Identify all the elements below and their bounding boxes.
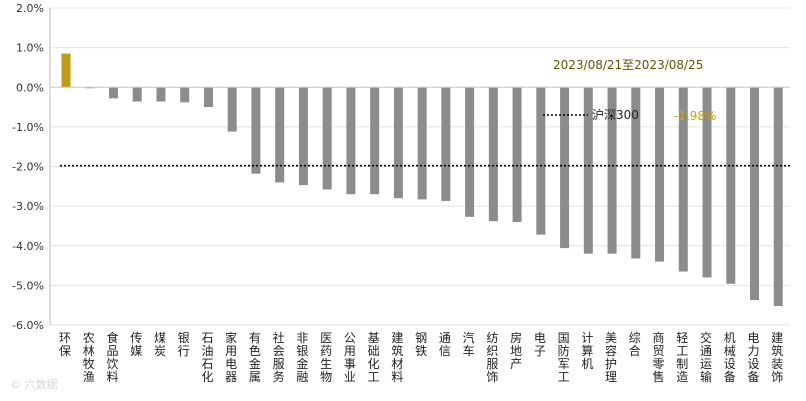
x-category-label: 钢铁 <box>415 331 427 358</box>
bar <box>203 87 213 108</box>
x-category-label: 综合 <box>629 331 641 358</box>
x-category-label: 纺织服饰 <box>486 331 498 384</box>
y-tick-label: 2.0% <box>16 2 44 15</box>
date-range-label: 2023/08/21至2023/08/25 <box>553 58 703 72</box>
y-tick-label: -5.0% <box>12 279 44 292</box>
bar <box>61 53 71 88</box>
x-category-label: 电力设备 <box>748 331 760 384</box>
bar <box>702 87 712 278</box>
y-tick-label: -4.0% <box>12 240 44 253</box>
bar <box>655 87 665 262</box>
x-category-label: 交通运输 <box>700 330 712 384</box>
bar <box>536 87 546 235</box>
x-category-label: 石油石化 <box>201 331 213 384</box>
legend-reference-value: -1.98% <box>674 109 716 123</box>
x-category-label: 食品饮料 <box>106 330 118 384</box>
bar <box>180 87 190 103</box>
x-category-label: 医药生物 <box>320 331 332 384</box>
x-category-label: 银行 <box>178 331 190 358</box>
bar <box>251 87 261 174</box>
bar <box>512 87 522 222</box>
bars <box>50 53 790 306</box>
bar <box>393 87 403 199</box>
bar <box>560 87 570 249</box>
y-axis-ticks: 2.0% 1.0% 0.0% -1.0% -2.0% -3.0% -4.0% -5.0% -6.… <box>12 2 44 332</box>
x-category-label: 有色金属 <box>249 331 261 384</box>
bar <box>298 87 308 186</box>
x-category-label: 计算机 <box>581 331 593 371</box>
bar <box>607 87 617 254</box>
watermark-text: © 六数据 <box>10 377 58 391</box>
bar <box>678 87 688 272</box>
bar <box>488 87 498 222</box>
bar <box>275 87 285 183</box>
y-tick-label: -6.0% <box>12 319 44 332</box>
bar <box>370 87 380 195</box>
x-category-label: 公用事业 <box>344 331 356 384</box>
bar <box>227 87 237 132</box>
x-category-label: 环保 <box>59 331 71 358</box>
bar <box>346 87 356 195</box>
x-category-label: 农林牧渔 <box>83 331 95 384</box>
x-category-label: 美容护理 <box>605 331 617 384</box>
bar <box>773 87 783 306</box>
x-category-label: 社会服务 <box>273 330 285 384</box>
y-tick-label: -2.0% <box>12 161 44 174</box>
x-category-label: 建筑材料 <box>391 331 403 384</box>
x-category-label: 房地产 <box>510 330 522 371</box>
y-tick-label: 1.0% <box>16 42 44 55</box>
bar <box>156 87 166 102</box>
x-category-label: 电子 <box>534 331 546 358</box>
x-category-label: 国防军工 <box>558 331 570 384</box>
legend: 沪深300 -1.98% <box>543 108 716 123</box>
x-axis-labels: 环保农林牧渔食品饮料传媒煤炭银行石油石化家用电器有色金属社会服务非银金融医药生物… <box>59 330 783 384</box>
y-tick-label: -3.0% <box>12 200 44 213</box>
bar <box>583 87 593 254</box>
x-category-label: 基础化工 <box>368 331 380 384</box>
bar <box>441 87 451 201</box>
x-category-label: 通信 <box>439 331 451 358</box>
x-category-label: 煤炭 <box>154 331 166 358</box>
x-category-label: 机械设备 <box>724 331 736 384</box>
x-category-label: 传媒 <box>130 330 142 358</box>
legend-reference-name: 沪深300 <box>592 108 639 122</box>
y-tick-label: -1.0% <box>12 121 44 134</box>
bar <box>108 87 118 99</box>
bar <box>631 87 641 259</box>
y-tick-label: 0.0% <box>16 81 44 94</box>
x-category-label: 汽车 <box>463 330 475 358</box>
bar <box>726 87 736 284</box>
x-category-label: 商贸零售 <box>653 330 665 384</box>
bar <box>465 87 475 217</box>
bar <box>322 87 332 190</box>
x-category-label: 家用电器 <box>225 330 237 384</box>
bar <box>417 87 427 200</box>
x-category-label: 轻工制造 <box>676 331 688 384</box>
x-category-label: 非银金融 <box>296 331 308 384</box>
bar <box>132 87 142 102</box>
x-category-label: 建筑装饰 <box>771 331 783 384</box>
bar <box>750 87 760 301</box>
